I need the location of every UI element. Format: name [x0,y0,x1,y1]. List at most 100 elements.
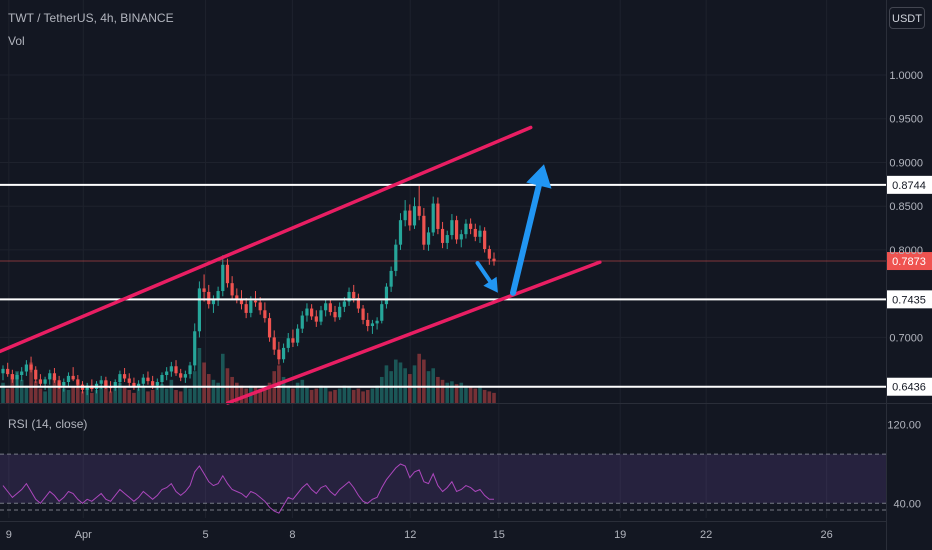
volume-bar [188,388,192,403]
volume-bar [29,362,33,403]
candle-body [389,270,393,287]
candle-body [333,312,337,318]
volume-bar [356,388,361,403]
candle-body [239,298,244,305]
volume-bar [361,391,365,403]
volume-bar [225,368,230,403]
volume-bar [118,382,122,403]
volume-bar [197,348,202,403]
candle-body [183,374,187,378]
time-tick-label: Apr [75,529,92,541]
candle-body [436,203,440,229]
volume-bar [408,374,412,403]
volume-bar [436,376,440,403]
candle-body [155,382,159,386]
candle-body [66,375,71,383]
volume-bar [305,387,309,403]
arrow-shaft [475,261,493,284]
volume-bar [174,389,178,403]
volume-bar [57,382,61,403]
volume-bar [220,353,225,403]
candle-body [197,288,201,332]
candle-body [314,316,318,322]
time-tick-label: 15 [493,529,505,541]
volume-bar [169,379,174,403]
candle-body [141,377,145,384]
volume-bar [263,389,267,403]
volume-bar [24,385,29,403]
currency-button[interactable]: USDT [889,7,925,29]
candle-body [34,369,38,380]
volume-bar [146,391,150,403]
candle-body [384,286,389,305]
volume-bar [351,389,356,403]
volume-bar [239,385,244,403]
candle-body [52,373,57,381]
candle-body [207,291,211,305]
candle-body [24,364,28,372]
price-tick-label: 1.0000 [889,70,923,82]
rsi-axis: 120.00 40.00 [887,420,921,511]
candle-body [1,368,5,374]
volume-bar [422,359,426,403]
candle-body [286,338,290,348]
candle-body [104,380,108,387]
candle-body [137,383,141,388]
volume-bar [127,389,132,403]
channel-lower-line [225,260,602,405]
candle-body [324,303,328,311]
candle-body [188,365,192,375]
volume-bar [398,362,403,403]
volume-bar [342,385,347,403]
volume-bar [19,379,24,403]
level-label: 0.6436 [892,382,926,394]
candle-body [249,300,253,313]
candle-body [464,223,468,235]
candle-body [305,308,309,316]
last-price-label-bg [887,252,932,271]
volume-bar [473,388,478,403]
volume-legend[interactable]: Vol [8,34,25,48]
candle-body [62,382,66,386]
candle-body [20,371,24,376]
candle-body [431,203,435,233]
candle-body [440,228,445,243]
volume-bar [52,376,57,403]
candle-body [398,220,403,245]
level-label: 0.8744 [892,180,926,192]
candle-body [375,320,379,324]
channel-upper-line [0,125,533,354]
volume-bar [468,387,473,403]
volume-bar [445,382,450,403]
volume-bar [122,387,127,403]
volume-bar [43,391,47,403]
volume-bar [375,385,379,403]
rsi-legend[interactable]: RSI (14, close) [8,417,88,431]
candle-body [71,375,75,380]
volume-bar [370,388,375,403]
candle-body [478,230,482,237]
volume-bar [47,385,52,403]
candle-body [403,210,407,221]
volume-bar [71,387,75,403]
candle-body [48,373,52,380]
volume-bar [38,388,43,403]
time-tick-label: 22 [700,529,712,541]
volume-bar [291,388,295,403]
rsi-tick-label: 40.00 [893,498,921,510]
candle-body [492,258,496,262]
candle-body [43,379,47,384]
volume-bar [150,389,155,403]
volume-bar [323,387,328,403]
candle-body [361,308,365,320]
candle-body [122,374,127,379]
volume-bar [211,379,216,403]
volume-bar [253,387,258,403]
arrow-head [526,164,552,189]
volume-bar [113,388,118,403]
symbol-legend[interactable]: TWT / TetherUS, 4h, BINANCE [8,11,174,25]
candle-body [277,349,281,360]
volume-bar [206,374,211,403]
volume-bar [394,359,398,403]
